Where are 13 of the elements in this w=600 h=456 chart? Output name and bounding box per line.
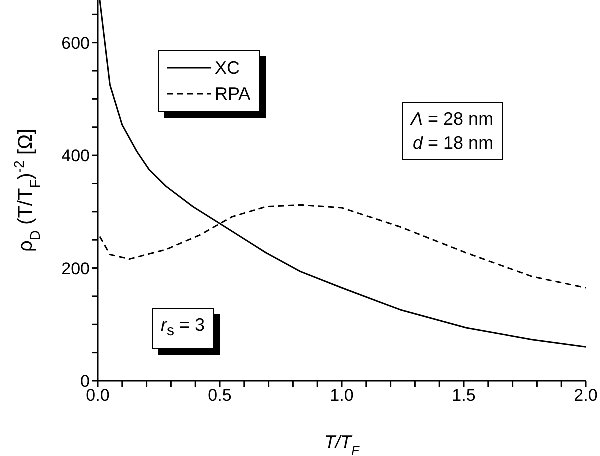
- x-tick-label: 0.0: [86, 386, 110, 406]
- y-tick-label: 400: [62, 146, 90, 166]
- x-tick-label: 1.5: [452, 386, 476, 406]
- x-tick-label: 1.0: [330, 386, 354, 406]
- x-tick-label: 0.5: [208, 386, 232, 406]
- annotation: Λ = 28 nm d = 18 nm: [402, 102, 503, 160]
- y-tick-label: 600: [62, 34, 90, 53]
- annotation: r$_{s}$ = 3: [152, 308, 214, 349]
- x-tick-label: 2.0: [574, 386, 598, 406]
- x-axis-title: T/T$_{F}$: [324, 432, 361, 456]
- y-tick-label: 200: [62, 259, 90, 278]
- legend-label: RPA: [215, 83, 251, 106]
- legend-label: XC: [215, 57, 240, 80]
